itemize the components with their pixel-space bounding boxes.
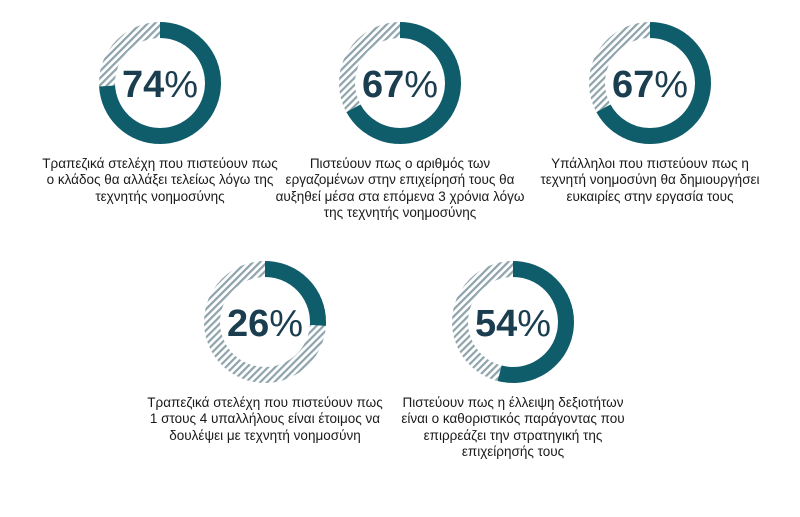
- percent-value: 26%: [227, 303, 303, 345]
- percent-value: 67%: [362, 64, 438, 106]
- percent-value: 74%: [122, 64, 198, 106]
- donut-arc: [589, 22, 711, 144]
- stat-card: 54% Πιστεύουν πως η έλλειψη δεξιοτήτων ε…: [373, 257, 653, 461]
- stat-caption: Υπάλληλοι που πιστεύουν πως η τεχνητή νο…: [540, 156, 760, 204]
- stat-caption: Πιστεύουν πως ο αριθμός των εργαζομένων …: [275, 156, 525, 221]
- donut-chart: 74%: [99, 22, 221, 144]
- donut-chart: 67%: [589, 22, 711, 144]
- stat-caption: Πιστεύουν πως η έλλειψη δεξιοτήτων είναι…: [401, 395, 625, 460]
- stat-card: 67% Πιστεύουν πως ο αριθμός των εργαζομέ…: [260, 18, 540, 222]
- stat-caption: Τραπεζικά στελέχη που πιστεύουν πως ο κλ…: [42, 156, 278, 204]
- donut-chart: 26%: [204, 261, 326, 383]
- donut-arc: [99, 22, 221, 144]
- stat-caption: Τραπεζικά στελέχη που πιστεύουν πως 1 στ…: [147, 395, 383, 443]
- stat-card: 74% Τραπεζικά στελέχη που πιστεύουν πως …: [20, 18, 300, 205]
- donut-chart: 67%: [339, 22, 461, 144]
- donut-arc: [452, 261, 574, 383]
- stat-card: 67% Υπάλληλοι που πιστεύουν πως η τεχνητ…: [510, 18, 790, 205]
- donut-arc: [204, 261, 326, 383]
- percent-value: 54%: [475, 303, 551, 345]
- stat-card: 26% Τραπεζικά στελέχη που πιστεύουν πως …: [125, 257, 405, 444]
- percent-value: 67%: [612, 64, 688, 106]
- donut-arc: [339, 22, 461, 144]
- donut-chart: 54%: [452, 261, 574, 383]
